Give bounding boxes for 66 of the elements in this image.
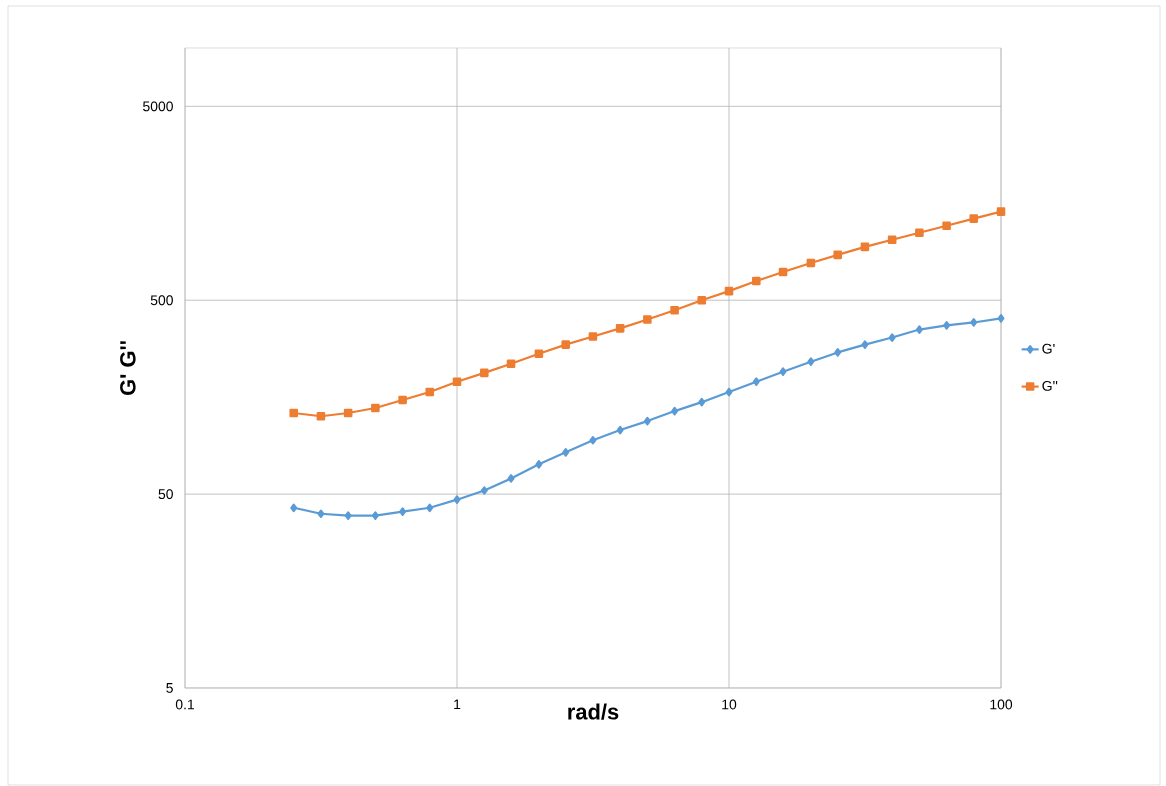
point — [752, 377, 760, 386]
point — [942, 221, 951, 231]
point — [779, 367, 787, 376]
point — [561, 340, 570, 349]
point — [371, 511, 379, 520]
point — [535, 460, 543, 469]
point — [480, 486, 488, 495]
point — [588, 332, 598, 341]
x-tick-label: 0.1 — [175, 699, 195, 710]
y-tick-label: 5000 — [143, 101, 173, 112]
point — [317, 509, 325, 519]
legend-label: G'' — [1042, 380, 1058, 391]
point — [806, 258, 816, 268]
x-tick-label: 10 — [722, 699, 737, 710]
point — [752, 276, 761, 286]
point — [860, 242, 870, 252]
x-tick-label: 1 — [454, 699, 461, 710]
point — [725, 387, 733, 397]
point — [289, 408, 299, 418]
y-tick-label: 50 — [158, 489, 173, 500]
point — [506, 359, 516, 369]
point — [996, 207, 1006, 216]
point — [833, 250, 843, 260]
point — [888, 333, 896, 342]
point — [643, 416, 651, 426]
point — [807, 357, 815, 366]
point — [316, 411, 326, 421]
y-tick-label: 5 — [166, 683, 173, 693]
point — [970, 318, 978, 327]
point — [507, 474, 515, 483]
point — [778, 267, 788, 277]
point — [670, 305, 679, 315]
point — [344, 511, 352, 520]
point — [426, 503, 434, 513]
point — [534, 349, 544, 358]
point — [615, 324, 625, 333]
point — [997, 314, 1005, 323]
point — [887, 235, 897, 244]
point — [616, 425, 624, 435]
point — [943, 321, 951, 330]
legend-label: G' — [1042, 343, 1055, 354]
point — [398, 395, 407, 405]
y-tick-label: 500 — [150, 295, 173, 306]
point — [724, 286, 734, 296]
point — [399, 507, 407, 516]
point — [480, 368, 489, 378]
point — [452, 377, 462, 386]
point — [371, 403, 380, 413]
point — [834, 348, 842, 357]
point — [343, 408, 353, 418]
x-tick-label: 100 — [990, 699, 1013, 710]
y-axis-title: G' G'' — [120, 341, 136, 395]
point — [589, 435, 597, 445]
x-axis-title: rad/s — [568, 703, 619, 720]
point — [643, 315, 652, 324]
point — [562, 448, 570, 457]
point — [290, 503, 298, 513]
point — [697, 295, 707, 305]
point — [425, 387, 435, 397]
point — [969, 214, 979, 223]
point — [915, 325, 923, 334]
point — [671, 406, 679, 416]
point — [861, 340, 869, 349]
point — [915, 228, 924, 238]
point — [453, 495, 461, 504]
point — [698, 397, 706, 407]
